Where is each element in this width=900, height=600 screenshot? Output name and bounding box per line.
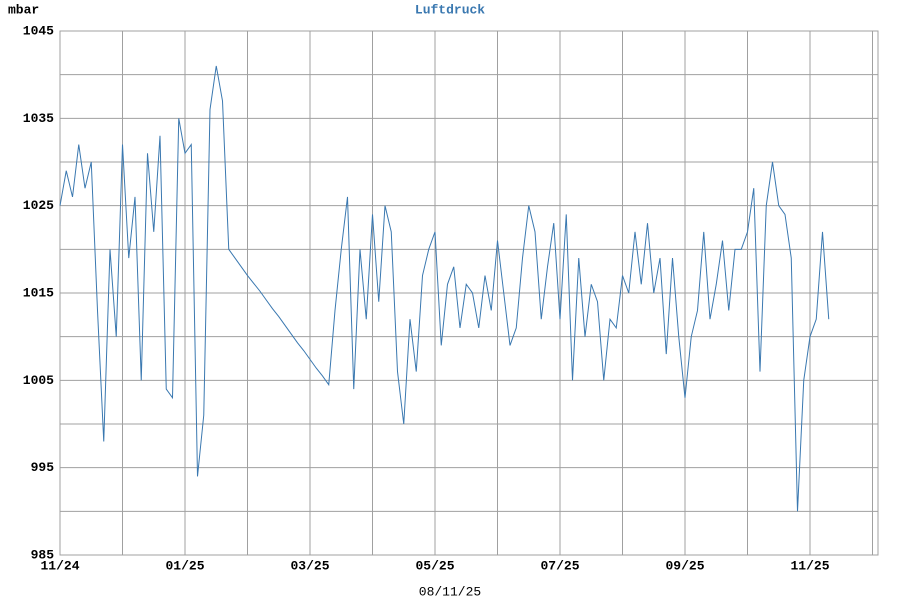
y-tick-label: 995 <box>31 460 55 475</box>
y-tick-label: 1045 <box>23 23 54 38</box>
y-tick-label: 1005 <box>23 373 54 388</box>
y-tick-label: 1025 <box>23 198 54 213</box>
x-tick-label: 11/24 <box>40 558 79 573</box>
chart-title: Luftdruck <box>415 2 485 17</box>
y-tick-label: 1015 <box>23 285 54 300</box>
y-tick-label: 985 <box>31 547 55 562</box>
x-tick-label: 11/25 <box>790 558 829 573</box>
plot-frame <box>59 30 879 556</box>
y-unit: mbar <box>8 2 39 17</box>
x-tick-label: 01/25 <box>165 558 204 573</box>
y-tick-label: 1035 <box>23 111 54 126</box>
x-tick-label: 03/25 <box>290 558 329 573</box>
x-tick-label: 07/25 <box>540 558 579 573</box>
line-series <box>59 65 830 512</box>
x-tick-label: 05/25 <box>415 558 454 573</box>
x-tick-label: 09/25 <box>665 558 704 573</box>
footer: 08/11/25 <box>419 584 481 599</box>
